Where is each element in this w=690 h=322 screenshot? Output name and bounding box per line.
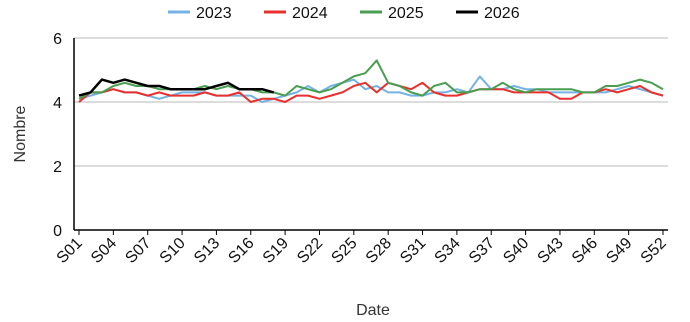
y-tick-label: 0	[53, 223, 62, 240]
y-tick-label: 6	[53, 31, 62, 48]
y-tick-label: 4	[53, 95, 62, 112]
x-axis-title: Date	[356, 302, 390, 319]
x-tick-label: S16	[225, 235, 257, 267]
y-tick-label: 2	[53, 159, 62, 176]
legend: 2023 2024 2025 2026	[168, 5, 520, 22]
x-tick-label: S43	[535, 235, 567, 267]
series-line-2024	[78, 81, 664, 103]
x-tick-label: S28	[363, 235, 395, 267]
y-axis-title: Nombre	[12, 105, 29, 162]
x-tick-label: S34	[432, 235, 464, 267]
x-tick-label: S25	[329, 235, 361, 267]
legend-label-2026: 2026	[484, 5, 520, 22]
grid-lines	[74, 37, 668, 167]
series-line-2026	[78, 78, 275, 97]
x-tick-label: S13	[191, 235, 223, 267]
x-tick-label: S46	[569, 235, 601, 267]
legend-label-2023: 2023	[196, 5, 232, 22]
x-tick-label: S19	[260, 235, 292, 267]
legend-label-2024: 2024	[292, 5, 328, 22]
x-axis: S01 S04 S07 S10 S13 S16 S19 S22 S25 S28 S31 S34 S37 S…	[54, 229, 670, 267]
x-tick-label: S52	[638, 235, 670, 267]
x-tick-label: S22	[294, 235, 326, 267]
x-tick-label: S49	[603, 235, 635, 267]
x-tick-label: S40	[500, 235, 532, 267]
x-tick-label: S31	[397, 235, 429, 267]
x-tick-label: S07	[122, 235, 154, 267]
x-tick-label: S37	[466, 235, 498, 267]
series-lines	[78, 59, 664, 103]
x-tick-label: S10	[157, 235, 189, 267]
y-axis: 0 2 4 6	[53, 31, 75, 240]
x-tick-label: S04	[88, 235, 120, 267]
legend-label-2025: 2025	[388, 5, 424, 22]
